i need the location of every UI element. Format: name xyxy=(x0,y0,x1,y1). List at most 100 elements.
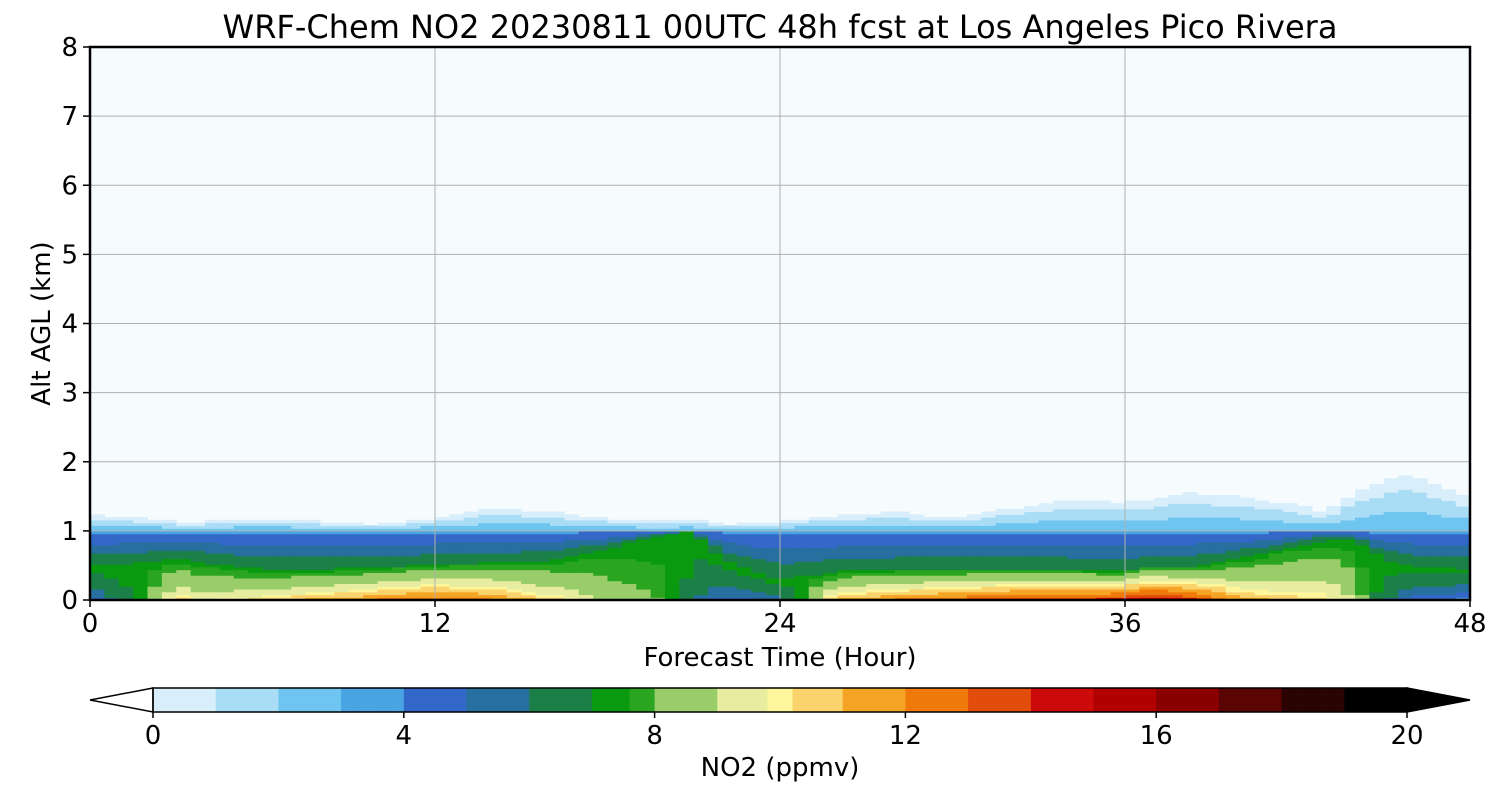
heatmap-cell xyxy=(276,555,292,560)
heatmap-cell xyxy=(708,575,724,579)
heatmap-cell xyxy=(823,586,839,590)
heatmap-cell xyxy=(1196,597,1212,600)
heatmap-cell xyxy=(348,572,364,576)
heatmap-cell xyxy=(665,564,680,568)
heatmap-cell xyxy=(377,525,393,529)
heatmap-cell xyxy=(1369,577,1385,582)
heatmap-cell xyxy=(90,564,105,568)
heatmap-cell xyxy=(1283,508,1299,513)
heatmap-cell xyxy=(190,588,206,593)
heatmap-cell xyxy=(377,591,393,596)
heatmap-cell xyxy=(1398,544,1414,549)
heatmap-cell xyxy=(377,530,393,535)
heatmap-cell xyxy=(679,564,695,568)
heatmap-cell xyxy=(1340,508,1356,513)
heatmap-cell xyxy=(406,536,422,540)
heatmap-cell xyxy=(665,539,680,543)
heatmap-cell xyxy=(406,594,422,598)
heatmap-cell xyxy=(1038,561,1054,565)
heatmap-cell xyxy=(1412,547,1428,551)
heatmap-cell xyxy=(938,533,954,537)
heatmap-cell xyxy=(938,539,954,543)
heatmap-cell xyxy=(693,566,709,571)
heatmap-cell xyxy=(1168,566,1184,571)
heatmap-cell xyxy=(780,555,795,560)
heatmap-cell xyxy=(1096,536,1112,540)
heatmap-cell xyxy=(650,530,666,535)
heatmap-cell xyxy=(248,566,264,571)
heatmap-cell xyxy=(1441,594,1457,598)
heatmap-cell xyxy=(190,575,206,579)
heatmap-cell xyxy=(966,586,982,590)
heatmap-cell xyxy=(521,564,537,568)
heatmap-cell xyxy=(1426,555,1442,560)
heatmap-cell xyxy=(205,530,220,535)
heatmap-cell xyxy=(1383,514,1399,518)
heatmap-cell xyxy=(607,555,623,560)
heatmap-cell xyxy=(478,511,494,515)
heatmap-cell xyxy=(492,517,508,521)
heatmap-cell xyxy=(406,583,422,587)
heatmap-cell xyxy=(1153,539,1169,543)
heatmap-cell xyxy=(305,553,321,557)
heatmap-cell xyxy=(334,580,350,584)
heatmap-cell xyxy=(1268,572,1284,576)
colorbar-segment xyxy=(378,688,392,712)
heatmap-cell xyxy=(1398,508,1414,513)
heatmap-cell xyxy=(1412,586,1428,590)
heatmap-cell xyxy=(478,550,494,554)
heatmap-cell xyxy=(262,572,278,576)
heatmap-cell xyxy=(794,566,810,571)
heatmap-cell xyxy=(205,591,220,596)
heatmap-cell xyxy=(736,561,752,565)
heatmap-cell xyxy=(1053,553,1069,557)
heatmap-cell xyxy=(794,580,810,584)
heatmap-cell xyxy=(1326,539,1342,543)
heatmap-cell xyxy=(1225,577,1241,582)
heatmap-cell xyxy=(118,564,134,568)
colorbar-segment xyxy=(792,688,806,712)
heatmap-cell xyxy=(248,591,264,596)
heatmap-cell xyxy=(1398,558,1414,562)
heatmap-cell xyxy=(1168,514,1184,518)
heatmap-cell xyxy=(1383,580,1399,584)
heatmap-cell xyxy=(550,591,565,596)
heatmap-cell xyxy=(478,519,494,524)
heatmap-cell xyxy=(1311,519,1327,524)
heatmap-cell xyxy=(1441,553,1457,557)
heatmap-cell xyxy=(1196,494,1212,499)
heatmap-cell xyxy=(348,544,364,549)
heatmap-cell xyxy=(1153,564,1169,568)
heatmap-cell xyxy=(607,533,623,537)
heatmap-cell xyxy=(837,544,853,549)
heatmap-cell xyxy=(851,586,867,590)
heatmap-cell xyxy=(1010,519,1025,524)
heatmap-cell xyxy=(391,569,407,573)
heatmap-cell xyxy=(837,588,853,593)
heatmap-cell xyxy=(90,566,105,571)
heatmap-cell xyxy=(621,536,637,540)
heatmap-cell xyxy=(147,588,163,593)
heatmap-cell xyxy=(909,555,925,560)
heatmap-cell xyxy=(593,572,609,576)
heatmap-cell xyxy=(1053,539,1069,543)
heatmap-cell xyxy=(435,536,450,540)
colorbar-segment xyxy=(880,688,894,712)
heatmap-cell xyxy=(391,564,407,568)
heatmap-cell xyxy=(1441,550,1457,554)
heatmap-cell xyxy=(923,569,939,573)
heatmap-cell xyxy=(1196,547,1212,551)
heatmap-cell xyxy=(435,566,450,571)
heatmap-cell xyxy=(276,594,292,598)
heatmap-cell xyxy=(1096,583,1112,587)
heatmap-cell xyxy=(320,597,335,600)
heatmap-cell xyxy=(1096,580,1112,584)
heatmap-cell xyxy=(1326,577,1342,582)
heatmap-cell xyxy=(133,522,149,526)
heatmap-cell xyxy=(449,580,465,584)
heatmap-cell xyxy=(1125,580,1140,584)
heatmap-cell xyxy=(1254,564,1270,568)
heatmap-cell xyxy=(751,597,767,600)
x-tick-label: 36 xyxy=(1108,609,1141,639)
y-tick-label: 3 xyxy=(61,379,78,409)
